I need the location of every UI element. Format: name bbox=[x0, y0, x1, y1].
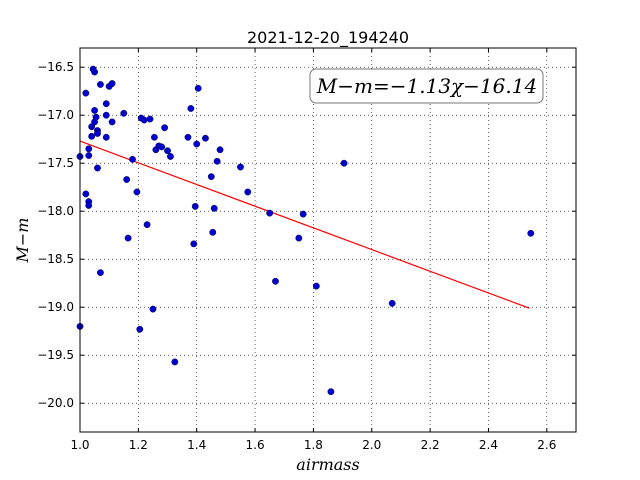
data-point bbox=[207, 173, 215, 181]
x-tick-label: 2.0 bbox=[362, 438, 381, 452]
data-point bbox=[244, 188, 252, 196]
data-point bbox=[97, 269, 104, 277]
data-point bbox=[527, 229, 535, 237]
data-point bbox=[237, 163, 244, 171]
data-point bbox=[299, 210, 307, 218]
data-point bbox=[150, 133, 158, 141]
data-point bbox=[85, 152, 93, 159]
x-tick-label: 1.8 bbox=[304, 438, 323, 452]
data-point bbox=[129, 155, 136, 163]
data-point bbox=[133, 188, 141, 196]
chart-title: 2021-12-20_194240 bbox=[247, 28, 409, 48]
y-tick-label: −17.5 bbox=[37, 156, 74, 170]
x-tick-label: 1.4 bbox=[187, 438, 206, 452]
data-point bbox=[102, 133, 110, 141]
y-tick-label: −19.0 bbox=[37, 300, 74, 314]
data-point bbox=[164, 147, 171, 155]
data-point bbox=[91, 68, 98, 76]
data-point bbox=[193, 140, 201, 148]
data-point bbox=[216, 146, 224, 154]
y-tick-label: −18.0 bbox=[37, 204, 74, 218]
data-point bbox=[312, 282, 320, 290]
data-point bbox=[194, 84, 202, 92]
data-point bbox=[91, 107, 98, 114]
data-point bbox=[136, 325, 144, 333]
y-tick-label: −19.5 bbox=[37, 348, 74, 362]
data-point bbox=[149, 305, 157, 313]
data-point bbox=[120, 109, 128, 117]
y-tick-label: −16.5 bbox=[37, 60, 74, 74]
grid-lines bbox=[79, 48, 576, 432]
y-tick-label: −17.0 bbox=[37, 108, 74, 122]
y-tick-label: −18.5 bbox=[37, 252, 74, 266]
x-tick-label: 2.6 bbox=[537, 438, 556, 452]
data-point bbox=[272, 277, 279, 285]
data-point bbox=[187, 105, 195, 112]
data-point bbox=[88, 132, 96, 140]
data-point bbox=[184, 133, 192, 141]
data-point bbox=[124, 234, 132, 242]
data-point bbox=[123, 176, 131, 183]
data-point bbox=[209, 228, 217, 236]
axis-ticks: 1.0 1.2 1.4 1.6 1.8 2.0 2.2 2.4 2.6 −16.5 −17.0 −17… bbox=[37, 48, 576, 452]
data-point bbox=[102, 100, 110, 108]
data-point bbox=[108, 118, 116, 126]
y-axis-label: M−m bbox=[13, 218, 32, 264]
x-tick-label: 1.6 bbox=[246, 438, 265, 452]
data-point bbox=[340, 159, 348, 167]
fit-line bbox=[79, 140, 530, 309]
x-tick-label: 1.2 bbox=[129, 438, 148, 452]
x-tick-label: 2.4 bbox=[479, 438, 498, 452]
data-point bbox=[146, 115, 154, 123]
data-point bbox=[82, 89, 90, 97]
data-point bbox=[161, 124, 169, 132]
data-point bbox=[191, 202, 199, 210]
data-point bbox=[210, 204, 218, 212]
data-point bbox=[108, 80, 116, 87]
data-point bbox=[97, 81, 104, 88]
x-tick-label: 1.0 bbox=[70, 438, 89, 452]
data-point bbox=[94, 130, 101, 137]
data-point bbox=[92, 113, 100, 121]
data-point bbox=[140, 116, 148, 124]
data-point bbox=[190, 240, 198, 248]
fit-equation-label: M−m=−1.13χ−16.14 bbox=[316, 74, 537, 98]
data-point bbox=[266, 209, 274, 217]
data-point bbox=[327, 388, 335, 396]
data-point bbox=[102, 111, 110, 119]
x-tick-label: 2.2 bbox=[421, 438, 440, 452]
data-points bbox=[76, 65, 535, 396]
data-point bbox=[85, 145, 93, 153]
data-point bbox=[295, 234, 303, 242]
data-point bbox=[213, 157, 221, 165]
data-point bbox=[167, 153, 174, 160]
data-point bbox=[158, 143, 166, 151]
annotation-box bbox=[309, 68, 544, 104]
data-point bbox=[143, 221, 151, 229]
data-point bbox=[82, 190, 90, 198]
data-point bbox=[202, 134, 209, 142]
x-axis-label: airmass bbox=[296, 455, 359, 474]
data-point bbox=[85, 202, 93, 209]
data-point bbox=[171, 358, 179, 366]
plot-frame bbox=[79, 47, 577, 433]
data-point bbox=[94, 164, 101, 172]
fit-line-group bbox=[79, 140, 530, 309]
y-tick-label: −20.0 bbox=[37, 396, 74, 410]
data-point bbox=[388, 299, 396, 307]
